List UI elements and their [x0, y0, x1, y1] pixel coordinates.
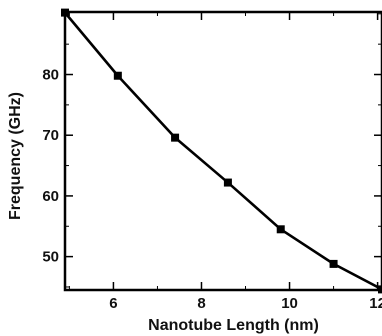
- plot-frame: [63, 10, 382, 292]
- x-tick-label: 10: [281, 295, 298, 312]
- data-point-marker: [113, 71, 122, 80]
- data-point-marker: [276, 225, 285, 234]
- data-point-marker: [329, 259, 338, 268]
- labels-layer: 6 8 10 12 50 60 70 80: [42, 67, 382, 312]
- x-tick-label: 8: [197, 295, 205, 312]
- x-axis-title: Nanotube Length (nm): [148, 317, 319, 334]
- series-layer: [61, 8, 382, 294]
- data-point-marker: [223, 178, 232, 187]
- y-tick-label: 70: [42, 127, 59, 144]
- series-line: [64, 11, 382, 291]
- y-tick-label: 60: [42, 188, 59, 205]
- ticks-layer: [65, 12, 382, 290]
- y-tick-label: 50: [42, 249, 59, 266]
- x-tick-label: 12: [369, 295, 382, 312]
- y-axis-title: Frequency (GHz): [7, 92, 24, 220]
- x-tick-label: 6: [109, 295, 117, 312]
- data-point-marker: [171, 133, 180, 142]
- y-tick-label: 80: [42, 67, 59, 84]
